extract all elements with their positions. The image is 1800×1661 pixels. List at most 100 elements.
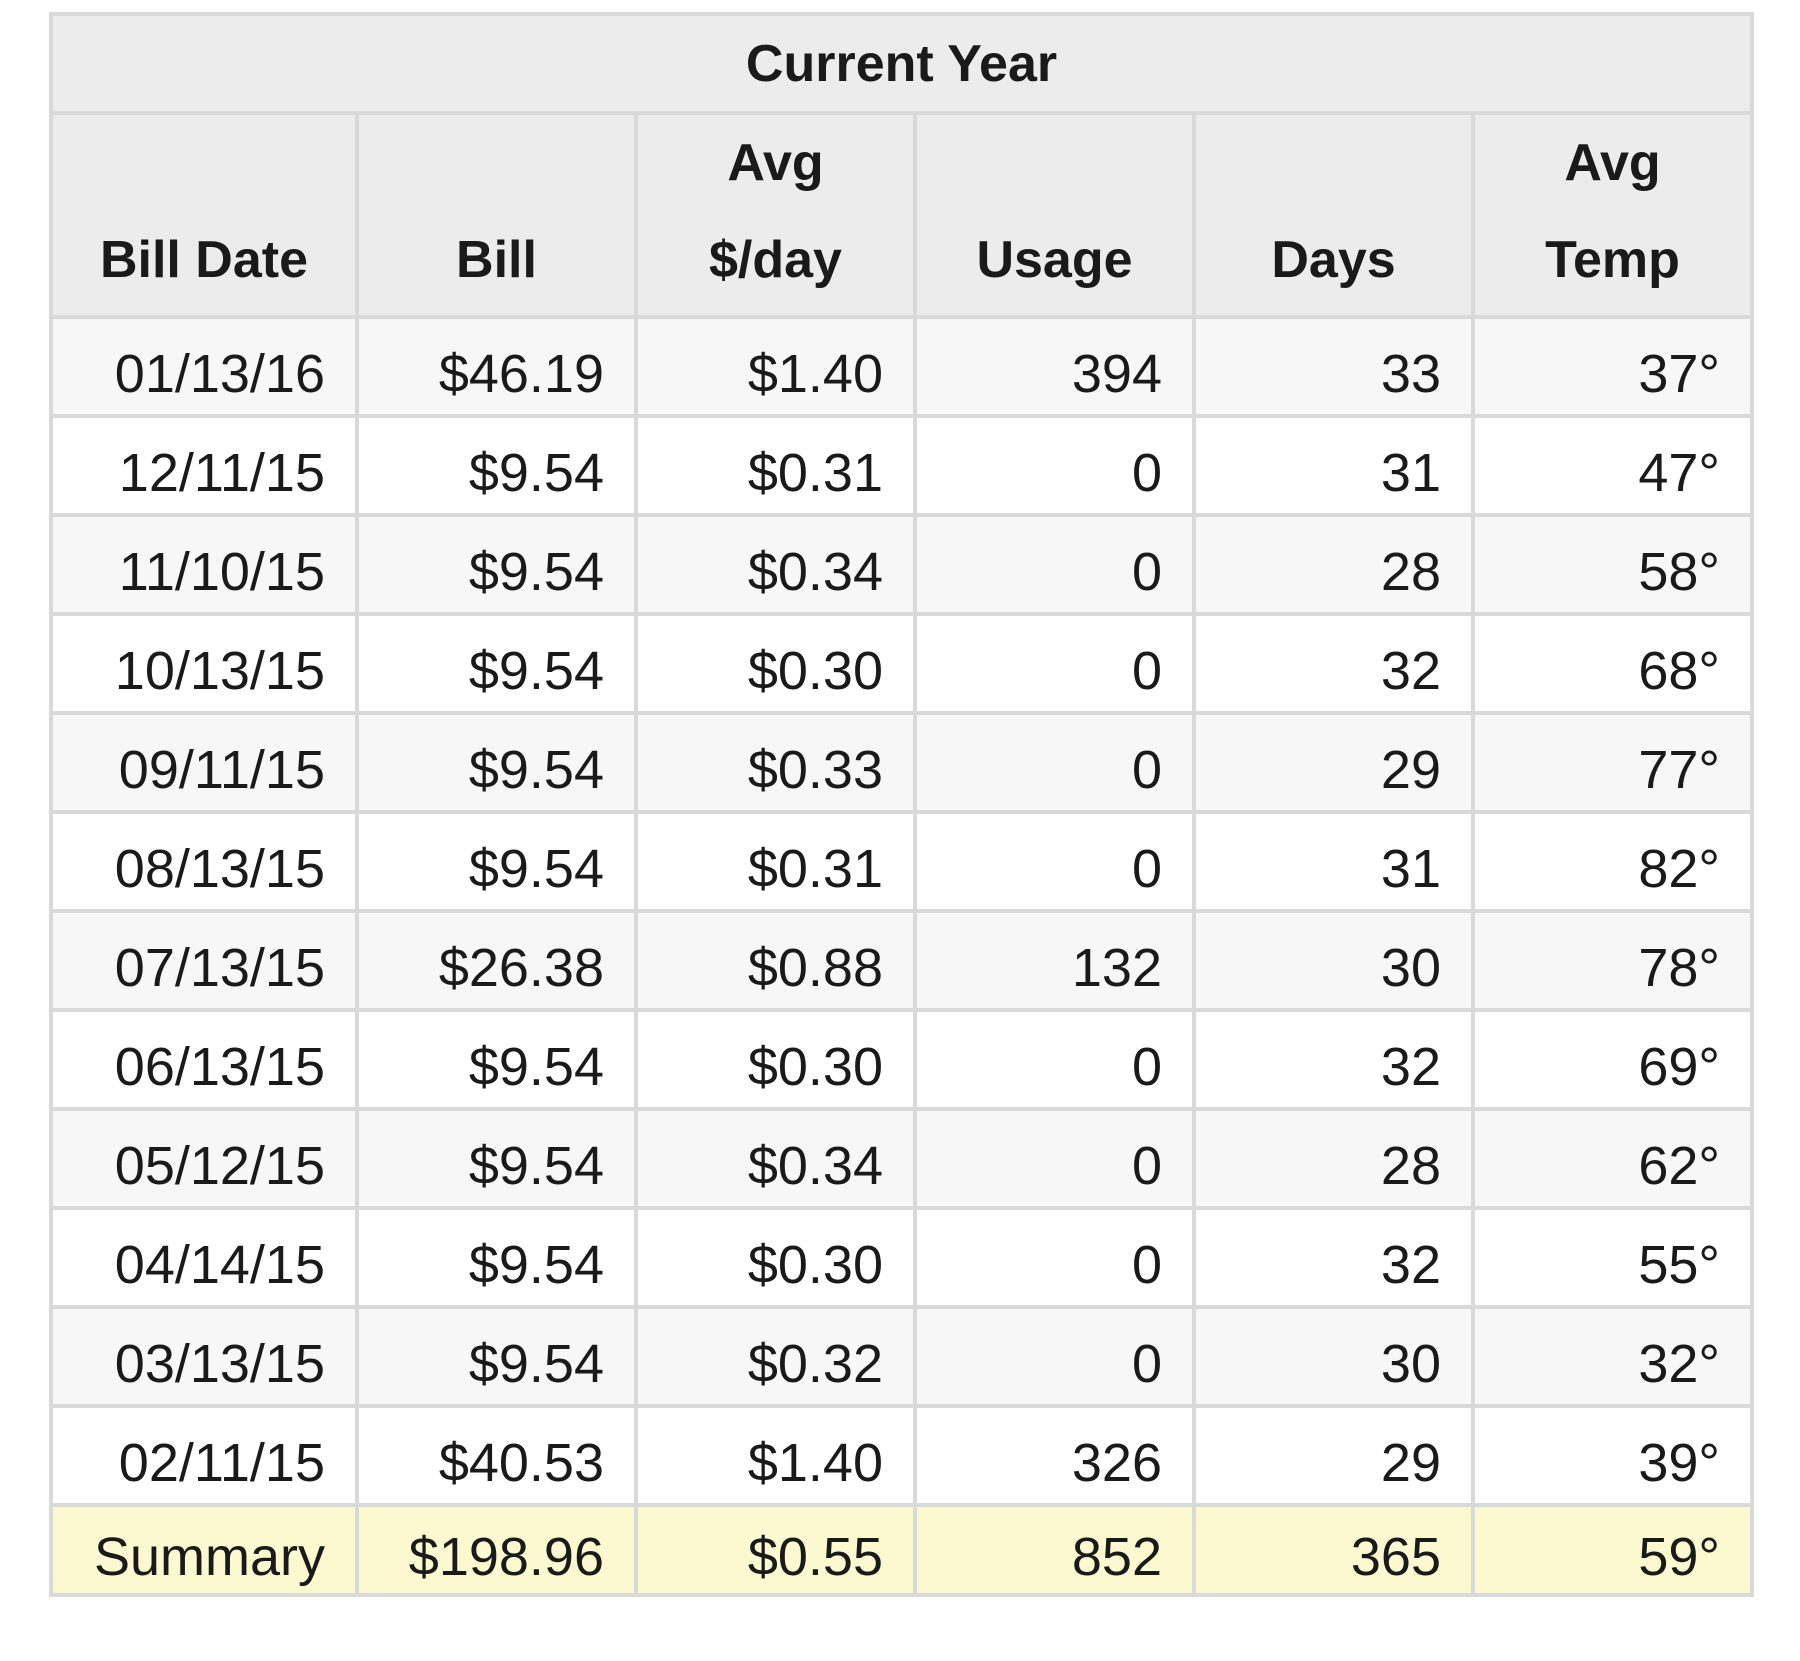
summary-usage: 852 (913, 1503, 1196, 1597)
avg-temp-cell: 62° (1471, 1107, 1754, 1210)
days-cell: 32 (1192, 1206, 1475, 1309)
summary-avg-temp: 59° (1471, 1503, 1754, 1597)
avg-temp-cell: 68° (1471, 612, 1754, 715)
header-line-2: Bill Date (99, 231, 309, 289)
avg-per-day-cell: $0.30 (634, 612, 917, 715)
column-header-bill: Bill (355, 111, 638, 319)
usage-cell: 0 (913, 1008, 1196, 1111)
summary-bill: $198.96 (355, 1503, 638, 1597)
bill-date-cell: 02/11/15 (49, 1404, 359, 1507)
days-cell: 28 (1192, 513, 1475, 616)
bill-date-cell: 12/11/15 (49, 414, 359, 517)
avg-temp-cell: 47° (1471, 414, 1754, 517)
bill-cell: $9.54 (355, 711, 638, 814)
avg-temp-cell: 55° (1471, 1206, 1754, 1309)
avg-per-day-cell: $0.34 (634, 1107, 917, 1210)
summary-avg-per-day: $0.55 (634, 1503, 917, 1597)
column-header-row: Bill Date Bill Avg $/day Usage Days (49, 111, 1754, 319)
table-row: 02/11/15 $40.53 $1.40 326 29 39° (49, 1404, 1754, 1507)
avg-per-day-cell: $1.40 (634, 315, 917, 418)
billing-history-table: Current Year Bill Date Bill Avg $/day (49, 12, 1754, 1597)
usage-cell: 0 (913, 1206, 1196, 1309)
table-row: 06/13/15 $9.54 $0.30 0 32 69° (49, 1008, 1754, 1111)
bill-date-cell: 01/13/16 (49, 315, 359, 418)
usage-cell: 0 (913, 711, 1196, 814)
header-line-1 (1204, 117, 1463, 212)
usage-cell: 0 (913, 612, 1196, 715)
usage-cell: 0 (913, 1107, 1196, 1210)
header-line-1 (61, 117, 347, 212)
avg-per-day-cell: $0.31 (634, 810, 917, 913)
bill-cell: $9.54 (355, 513, 638, 616)
bill-cell: $46.19 (355, 315, 638, 418)
bill-cell: $26.38 (355, 909, 638, 1012)
days-cell: 33 (1192, 315, 1475, 418)
table-row: 09/11/15 $9.54 $0.33 0 29 77° (49, 711, 1754, 814)
bill-date-cell: 03/13/15 (49, 1305, 359, 1408)
table-row: 04/14/15 $9.54 $0.30 0 32 55° (49, 1206, 1754, 1309)
table-row: 08/13/15 $9.54 $0.31 0 31 82° (49, 810, 1754, 913)
bill-date-cell: 09/11/15 (49, 711, 359, 814)
table-title-row: Current Year (49, 12, 1754, 115)
days-cell: 29 (1192, 1404, 1475, 1507)
header-line-1 (367, 117, 626, 212)
summary-row: Summary $198.96 $0.55 852 365 59° (49, 1503, 1754, 1597)
days-cell: 30 (1192, 1305, 1475, 1408)
table-row: 11/10/15 $9.54 $0.34 0 28 58° (49, 513, 1754, 616)
bill-cell: $9.54 (355, 612, 638, 715)
header-line-1: Avg (1564, 134, 1661, 192)
bill-cell: $9.54 (355, 1107, 638, 1210)
avg-per-day-cell: $0.30 (634, 1206, 917, 1309)
usage-cell: 0 (913, 1305, 1196, 1408)
usage-cell: 326 (913, 1404, 1196, 1507)
bill-cell: $9.54 (355, 1305, 638, 1408)
bill-cell: $9.54 (355, 810, 638, 913)
bill-cell: $9.54 (355, 1206, 638, 1309)
bill-date-cell: 05/12/15 (49, 1107, 359, 1210)
days-cell: 28 (1192, 1107, 1475, 1210)
bill-date-cell: 04/14/15 (49, 1206, 359, 1309)
usage-cell: 0 (913, 414, 1196, 517)
table-row: 10/13/15 $9.54 $0.30 0 32 68° (49, 612, 1754, 715)
avg-temp-cell: 77° (1471, 711, 1754, 814)
table-row: 07/13/15 $26.38 $0.88 132 30 78° (49, 909, 1754, 1012)
billing-table-container: Current Year Bill Date Bill Avg $/day (49, 12, 1754, 1597)
usage-cell: 132 (913, 909, 1196, 1012)
bill-date-cell: 11/10/15 (49, 513, 359, 616)
column-header-avg-temp: Avg Temp (1471, 111, 1754, 319)
bill-date-cell: 10/13/15 (49, 612, 359, 715)
usage-cell: 0 (913, 513, 1196, 616)
bill-cell: $9.54 (355, 414, 638, 517)
header-line-1 (925, 117, 1184, 212)
header-line-2: Temp (1545, 231, 1680, 289)
avg-per-day-cell: $0.32 (634, 1305, 917, 1408)
avg-temp-cell: 39° (1471, 1404, 1754, 1507)
usage-cell: 0 (913, 810, 1196, 913)
avg-per-day-cell: $0.31 (634, 414, 917, 517)
avg-per-day-cell: $0.88 (634, 909, 917, 1012)
table-row: 05/12/15 $9.54 $0.34 0 28 62° (49, 1107, 1754, 1210)
avg-per-day-cell: $0.33 (634, 711, 917, 814)
column-header-avg-per-day: Avg $/day (634, 111, 917, 319)
table-row: 01/13/16 $46.19 $1.40 394 33 37° (49, 315, 1754, 418)
avg-per-day-cell: $0.30 (634, 1008, 917, 1111)
summary-label: Summary (49, 1503, 359, 1597)
avg-temp-cell: 82° (1471, 810, 1754, 913)
table-row: 03/13/15 $9.54 $0.32 0 30 32° (49, 1305, 1754, 1408)
avg-temp-cell: 37° (1471, 315, 1754, 418)
table-row: 12/11/15 $9.54 $0.31 0 31 47° (49, 414, 1754, 517)
bill-cell: $9.54 (355, 1008, 638, 1111)
bill-date-cell: 08/13/15 (49, 810, 359, 913)
days-cell: 32 (1192, 1008, 1475, 1111)
avg-temp-cell: 32° (1471, 1305, 1754, 1408)
header-line-2: Days (1271, 231, 1396, 289)
days-cell: 31 (1192, 810, 1475, 913)
avg-temp-cell: 69° (1471, 1008, 1754, 1111)
table-title: Current Year (49, 12, 1754, 115)
header-line-2: Usage (976, 231, 1133, 289)
column-header-days: Days (1192, 111, 1475, 319)
column-header-bill-date: Bill Date (49, 111, 359, 319)
usage-cell: 394 (913, 315, 1196, 418)
days-cell: 32 (1192, 612, 1475, 715)
table-body: 01/13/16 $46.19 $1.40 394 33 37° 12/11/15 $9.54… (49, 315, 1754, 1507)
